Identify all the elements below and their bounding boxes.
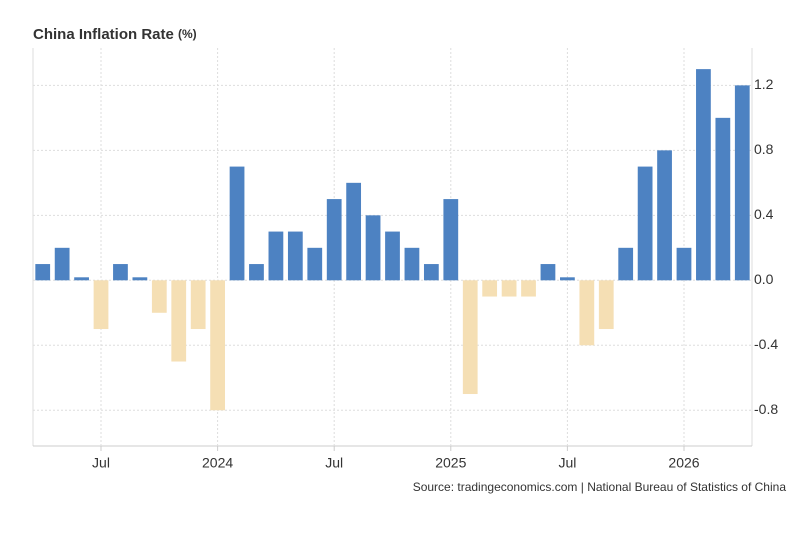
x-tick-label: Jul <box>92 455 110 471</box>
bar <box>443 199 459 281</box>
bar <box>423 264 439 281</box>
y-tick-label: 1.2 <box>754 76 774 92</box>
chart-title: China Inflation Rate (%) <box>33 26 197 43</box>
bar <box>190 280 206 330</box>
bar <box>113 264 128 281</box>
bar <box>598 280 614 330</box>
bar <box>54 247 70 281</box>
bar <box>579 280 595 346</box>
title-text: China Inflation Rate <box>33 26 174 43</box>
bar <box>210 280 225 411</box>
bar <box>346 182 362 281</box>
bar <box>35 264 51 281</box>
y-tick-label: 0.0 <box>754 271 774 287</box>
x-tick-label: 2025 <box>435 455 466 471</box>
bar <box>268 231 284 281</box>
bar <box>93 280 109 330</box>
bar <box>715 117 731 281</box>
unit-text: (%) <box>178 27 197 41</box>
y-tick-label: 0.4 <box>754 206 774 222</box>
bar <box>287 231 303 281</box>
bar <box>637 166 653 281</box>
bar <box>151 280 167 313</box>
bar <box>560 277 575 281</box>
bar <box>74 277 89 281</box>
bar <box>676 247 692 281</box>
bar <box>404 247 420 281</box>
bar <box>229 166 245 281</box>
bar <box>132 277 148 281</box>
bar <box>385 231 400 281</box>
bar <box>696 69 711 281</box>
y-tick-label: 0.8 <box>754 141 774 157</box>
bar <box>501 280 517 297</box>
bar <box>171 280 187 362</box>
x-tick-label: 2026 <box>668 455 699 471</box>
bar <box>462 280 478 395</box>
bar <box>657 150 672 281</box>
bar <box>365 215 381 281</box>
bar <box>326 199 342 281</box>
bar <box>521 280 536 297</box>
bar <box>482 280 498 297</box>
x-tick-label: Jul <box>558 455 576 471</box>
bar <box>249 264 264 281</box>
bar <box>618 247 634 281</box>
x-tick-label: 2024 <box>202 455 233 471</box>
y-tick-label: -0.8 <box>754 401 778 417</box>
x-tick-label: Jul <box>325 455 343 471</box>
y-tick-label: -0.4 <box>754 336 778 352</box>
source: Source: tradingeconomics.com | National … <box>413 480 787 494</box>
bar <box>734 85 750 281</box>
bar <box>540 264 556 281</box>
bar <box>307 247 323 281</box>
